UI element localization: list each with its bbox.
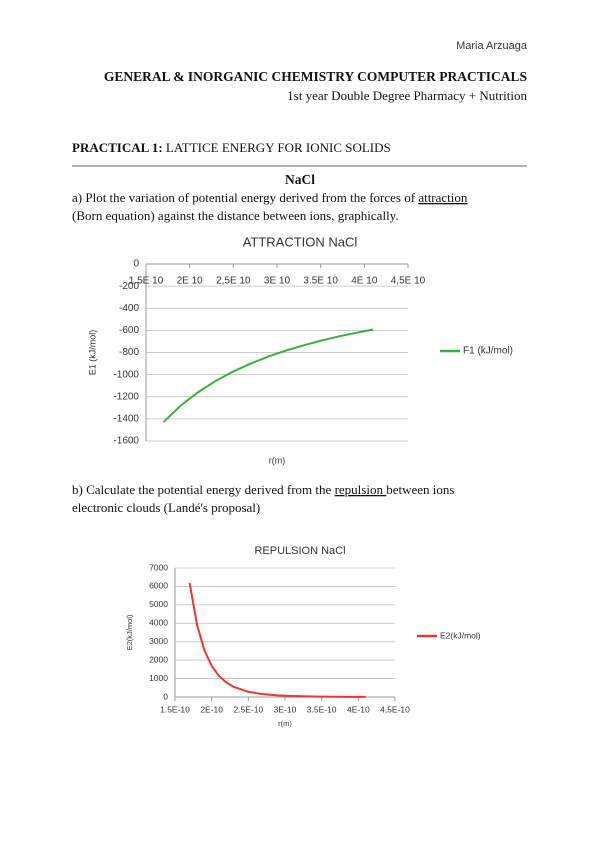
y-tick-label: 0 xyxy=(163,691,168,701)
y-tick-label: 2000 xyxy=(149,654,168,664)
doc-subtitle: 1st year Double Degree Pharmacy + Nutrit… xyxy=(287,88,527,103)
y-tick-label: -400 xyxy=(119,303,139,314)
x-tick-label: 3E-10 xyxy=(274,704,297,714)
y-tick-label: 4000 xyxy=(149,618,168,628)
x-tick-label: 3E 10 xyxy=(264,276,291,287)
y-axis-label: E1 (kJ/mol) xyxy=(87,330,97,376)
y-tick-label: 1000 xyxy=(149,673,168,683)
x-tick-label: 2,5E 10 xyxy=(216,276,251,287)
y-tick-label: 3000 xyxy=(149,636,168,646)
part-a-line1: a) Plot the variation of potential energ… xyxy=(72,190,468,205)
x-tick-label: 3.5E-10 xyxy=(307,704,337,714)
legend-label: F1 (kJ/mol) xyxy=(463,346,513,357)
x-tick-label: 3.5E 10 xyxy=(303,276,338,287)
series-line xyxy=(188,582,366,698)
y-tick-label: -1600 xyxy=(113,436,139,447)
chart-title: REPULSION NaCl xyxy=(254,545,345,557)
y-axis-label: E2(kJ/mol) xyxy=(125,614,134,650)
compound: NaCl xyxy=(285,172,315,187)
keyword: repulsion xyxy=(335,482,387,497)
text: b) Calculate the potential energy derive… xyxy=(72,482,335,497)
y-tick-label: -200 xyxy=(119,281,139,292)
x-tick-label: 4E 10 xyxy=(351,276,378,287)
y-tick-label: -1200 xyxy=(113,391,139,402)
text: a) Plot the variation of potential energ… xyxy=(72,190,418,205)
y-tick-label: 6000 xyxy=(149,581,168,591)
part-b-line1: b) Calculate the potential energy derive… xyxy=(72,482,454,497)
x-tick-label: 4E-10 xyxy=(347,704,370,714)
text: between ions xyxy=(386,482,454,497)
y-tick-label: 0 xyxy=(133,259,139,270)
y-tick-label: -600 xyxy=(119,325,139,336)
x-tick-label: 2.5E-10 xyxy=(233,704,263,714)
keyword: attraction xyxy=(418,190,468,205)
y-tick-label: 5000 xyxy=(149,599,168,609)
author: Maria Arzuaga xyxy=(456,40,528,52)
y-tick-label: -1400 xyxy=(113,414,139,425)
legend-label: E2(kJ/mol) xyxy=(440,630,481,640)
part-a-line2: (Born equation) against the distance bet… xyxy=(72,208,399,223)
x-tick-label: 4,5E 10 xyxy=(391,276,426,287)
x-axis-label: r(m) xyxy=(278,719,292,728)
practical: PRACTICAL 1: LATTICE ENERGY FOR IONIC SO… xyxy=(72,140,391,155)
part-b-line2: electronic clouds (Landé's proposal) xyxy=(72,500,260,515)
x-tick-label: 2E 10 xyxy=(177,276,204,287)
x-axis-label: r(m) xyxy=(269,455,286,465)
practical-label: PRACTICAL 1: xyxy=(72,140,163,155)
y-tick-label: 7000 xyxy=(149,562,168,572)
series-line xyxy=(162,328,374,423)
x-tick-label: 1.5E-10 xyxy=(160,704,190,714)
x-tick-label: 4,5E-10 xyxy=(380,704,410,714)
chart-title: ATTRACTION NaCl xyxy=(243,234,358,249)
x-tick-label: 2E-10 xyxy=(200,704,223,714)
y-tick-label: -1000 xyxy=(113,369,139,380)
practical-title: LATTICE ENERGY FOR IONIC SOLIDS xyxy=(163,140,391,155)
doc-title: GENERAL & INORGANIC CHEMISTRY COMPUTER P… xyxy=(104,69,527,84)
y-tick-label: -800 xyxy=(119,347,139,358)
x-tick-label: 1.5E 10 xyxy=(129,276,164,287)
